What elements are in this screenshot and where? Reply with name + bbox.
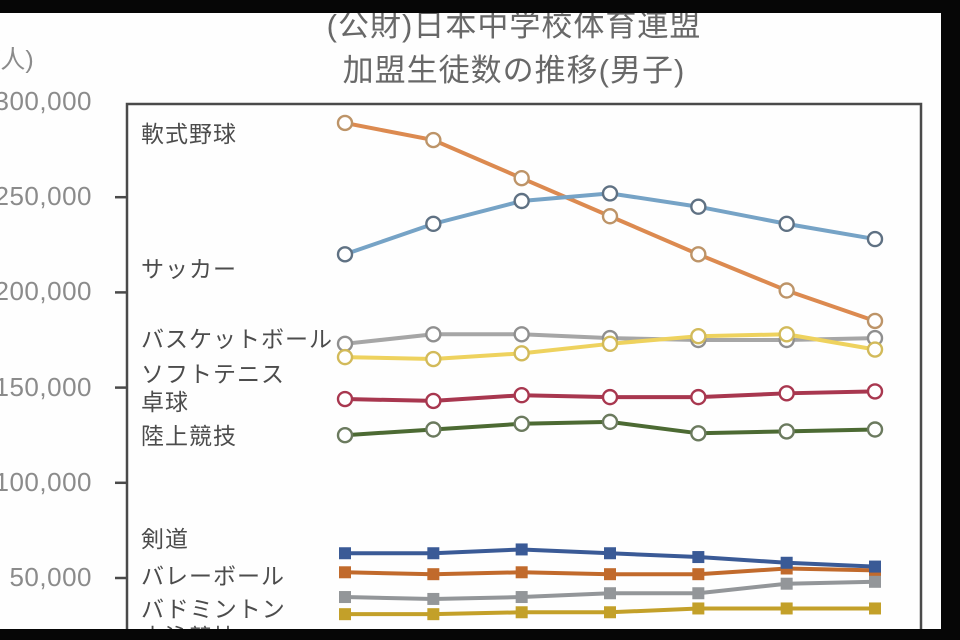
series-label-baseball: 軟式野球 (141, 120, 237, 147)
marker-volleyball (339, 566, 351, 579)
marker-kendo (515, 543, 528, 556)
marker-table-tennis (601, 388, 619, 406)
marker-table-tennis (866, 383, 884, 400)
marker-volleyball (692, 568, 705, 581)
marker-baseball (690, 246, 707, 263)
marker-track-and-field (866, 421, 884, 438)
marker-swimming (427, 608, 440, 621)
marker-volleyball (604, 568, 616, 581)
marker-badminton (515, 591, 528, 604)
series-label-soft-tennis: ソフトテニス (141, 361, 285, 388)
marker-soft-tennis (866, 341, 884, 358)
marker-soccer (778, 215, 795, 233)
marker-badminton (692, 587, 705, 600)
series-label-track-and-field: 陸上競技 (141, 423, 237, 450)
marker-track-and-field (425, 421, 442, 438)
marker-soft-tennis (690, 327, 707, 345)
marker-soft-tennis (425, 350, 442, 368)
series-label-volleyball: バレーボール (141, 563, 285, 590)
marker-track-and-field (778, 423, 795, 440)
marker-badminton (780, 577, 793, 590)
marker-badminton (427, 592, 440, 605)
marker-swimming (515, 606, 528, 619)
marker-baseball (425, 131, 442, 149)
marker-basketball (425, 326, 442, 343)
marker-baseball (778, 282, 795, 299)
marker-badminton (339, 591, 351, 604)
marker-kendo (692, 551, 705, 564)
marker-basketball (513, 326, 530, 343)
letterbox-bottom-bar (0, 629, 960, 640)
y-tick-label: 100,000 (0, 466, 92, 497)
marker-baseball (866, 312, 884, 330)
y-tick-label: 150,000 (0, 371, 92, 402)
marker-swimming (339, 608, 351, 621)
marker-volleyball (427, 568, 440, 581)
marker-soft-tennis (778, 326, 795, 343)
marker-soft-tennis (336, 348, 354, 366)
chart-title-line2: 加盟生徒数の推移(男子) (342, 53, 686, 88)
letterbox-right-bar (941, 0, 960, 640)
y-tick-label: 200,000 (0, 276, 92, 307)
marker-kendo (869, 560, 881, 573)
marker-table-tennis (690, 388, 707, 406)
marker-soccer (425, 215, 442, 233)
series-label-soccer: サッカー (141, 256, 237, 283)
marker-soccer (690, 198, 707, 215)
marker-swimming (604, 606, 616, 619)
marker-track-and-field (513, 415, 530, 432)
marker-kendo (604, 547, 616, 560)
marker-baseball (601, 208, 619, 225)
series-label-kendo: 剣道 (141, 526, 189, 553)
marker-badminton (604, 587, 616, 600)
marker-soccer (601, 185, 619, 202)
marker-basketball (336, 335, 354, 353)
marker-soccer (336, 246, 354, 263)
marker-track-and-field (336, 427, 354, 444)
marker-table-tennis (425, 392, 442, 410)
series-label-badminton: バドミントン (141, 596, 286, 623)
marker-volleyball (515, 566, 528, 579)
y-tick-label: 250,000 (0, 181, 92, 212)
y-tick-label: 300,000 (0, 86, 92, 116)
chart-title-line1: (公財)日本中学校体育連盟 (326, 8, 702, 43)
marker-swimming (869, 602, 881, 615)
marker-baseball (513, 169, 530, 187)
series-label-basketball: バスケットボール (141, 325, 333, 352)
y-tick-label: 50,000 (9, 562, 92, 592)
plot-border (125, 102, 923, 640)
marker-table-tennis (778, 385, 795, 402)
marker-soft-tennis (601, 335, 619, 353)
letterbox-top-bar (0, 0, 960, 13)
marker-kendo (780, 556, 793, 569)
marker-kendo (339, 547, 351, 560)
chart-title: (公財)日本中学校体育連盟 加盟生徒数の推移(男子) (64, 3, 960, 93)
marker-swimming (692, 602, 705, 615)
marker-kendo (427, 547, 440, 560)
marker-swimming (780, 602, 793, 615)
marker-track-and-field (601, 413, 619, 431)
marker-badminton (869, 575, 881, 588)
marker-soft-tennis (513, 345, 530, 362)
marker-table-tennis (513, 387, 530, 404)
series-label-table-tennis: 卓球 (141, 389, 189, 416)
marker-table-tennis (336, 390, 354, 408)
marker-baseball (336, 114, 354, 132)
marker-track-and-field (690, 425, 707, 442)
marker-soccer (513, 192, 530, 210)
y-axis-unit-label: (人) (0, 46, 34, 74)
marker-soccer (866, 230, 884, 248)
